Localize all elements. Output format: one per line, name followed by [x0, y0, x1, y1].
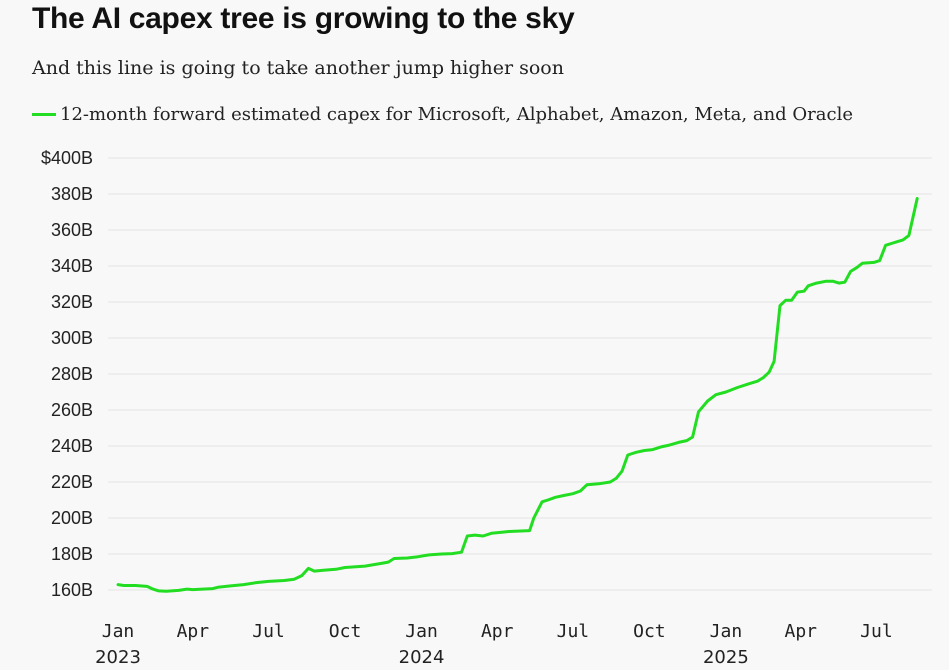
y-tick-label: 380B: [51, 184, 93, 204]
x-tick-year: 2023: [95, 647, 141, 668]
y-tick-label: 160B: [51, 580, 93, 600]
x-tick-label: Jan: [102, 621, 135, 642]
x-tick-label: Jan: [405, 621, 438, 642]
series-line: [116, 197, 919, 593]
x-tick-label: Apr: [784, 621, 817, 642]
y-tick-label: 320B: [51, 292, 93, 312]
x-tick-label: Apr: [177, 621, 210, 642]
y-tick-label: 300B: [51, 328, 93, 348]
y-tick-label: 340B: [51, 256, 93, 276]
legend-swatch: [32, 113, 56, 116]
y-tick-label: 200B: [51, 508, 93, 528]
y-tick-label: 360B: [51, 220, 93, 240]
chart-subtitle: And this line is going to take another j…: [32, 57, 564, 79]
x-tick-label: Jan: [710, 621, 743, 642]
y-axis: 160B 180B 200B 220B 240B 260B 280B 300B 320B 340B…: [41, 148, 93, 600]
x-tick-label: Jul: [557, 621, 590, 642]
chart-title: The AI capex tree is growing to the sky: [32, 2, 575, 35]
series-layer: [116, 197, 919, 593]
x-tick-label: Oct: [633, 621, 666, 642]
y-tick-label: 240B: [51, 436, 93, 456]
x-tick-label: Jul: [860, 621, 893, 642]
x-tick-label: Jul: [252, 621, 285, 642]
chart-legend: 12-month forward estimated capex for Mic…: [32, 104, 853, 125]
y-tick-label: 180B: [51, 544, 93, 564]
y-tick-label: 260B: [51, 400, 93, 420]
x-tick-label: Oct: [329, 621, 362, 642]
x-tick-label: Apr: [481, 621, 514, 642]
y-tick-label: $400B: [41, 148, 93, 168]
y-tick-label: 220B: [51, 472, 93, 492]
x-tick-year: 2024: [399, 647, 445, 668]
legend-label: 12-month forward estimated capex for Mic…: [60, 104, 853, 125]
y-tick-label: 280B: [51, 364, 93, 384]
x-axis: Jan 2023 Apr Jul Oct Jan 2024 Apr Jul Oct Jan 2025 A…: [95, 621, 893, 668]
grid-lines: [108, 157, 932, 591]
x-tick-year: 2025: [703, 647, 749, 668]
